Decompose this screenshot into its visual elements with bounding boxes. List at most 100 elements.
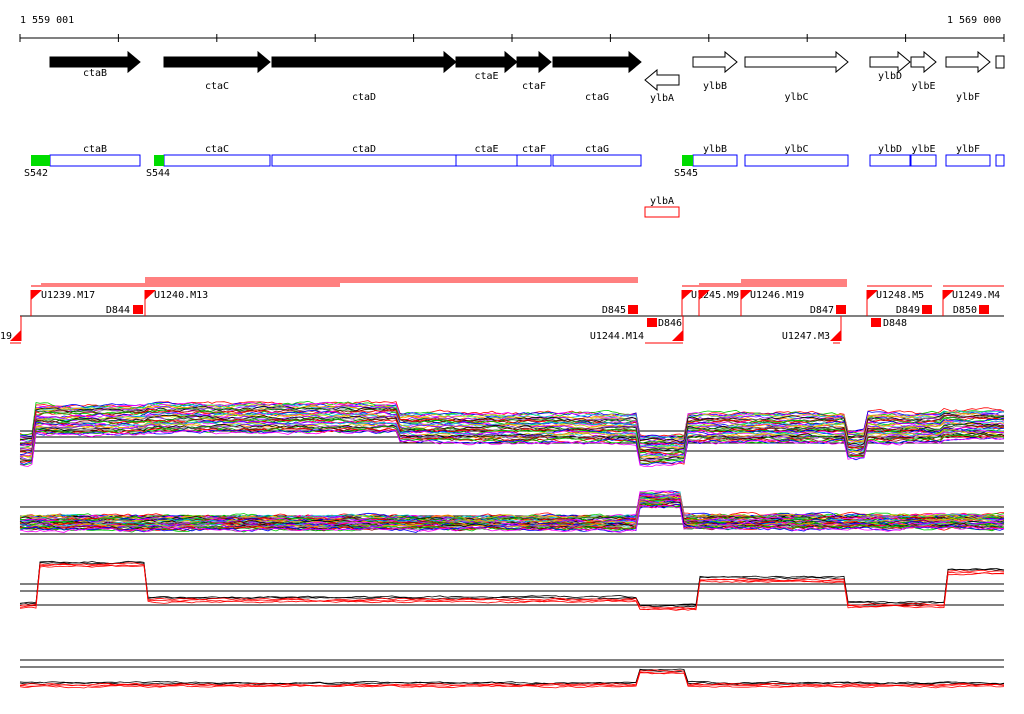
upshift-label: U1249.M4 [952,290,1000,301]
expression-profile-line [19,405,1005,443]
expression-profile-line [19,496,1005,524]
sigma-site-S545 [682,155,693,166]
upshift-marker [145,290,156,300]
expression-profile-line [19,423,1005,462]
operon-label-ylbE: ylbE [911,144,935,155]
expression-profile-line [19,668,1005,685]
expression-profile-line [19,504,1005,533]
gene-arrow-ylbE [910,50,937,74]
expression-profile-line [19,404,1005,442]
gene-label-ctaC: ctaC [205,81,229,92]
gene-track: ctaB ctaC ctaD ctaE ctaF ctaG ylbA ylbB ylbC ylbD… [49,50,1005,104]
upshift-label: U1248.M5 [876,290,924,301]
operon-label-ctaF: ctaF [522,144,546,155]
upshift-label: U1239.M17 [41,290,95,301]
expression-profile-line [19,412,1005,450]
expression-profile-line [19,561,1005,608]
operon-label-ylbB: ylbB [703,144,727,155]
expression-profile-line [19,407,1005,445]
downshift-label: D848 [883,318,907,329]
upshift-marker [699,290,710,300]
expression-profile-line [19,672,1005,689]
downshift-marker-D847 [836,305,846,314]
gene-arrow-ctaG [552,50,642,74]
operon-box-ylbE [910,154,937,167]
operon-box-ylbF [945,154,991,167]
upshift-marker [31,290,42,300]
gene-label-ylbD: ylbD [878,71,902,82]
operon-box-ctaC [163,154,271,167]
downshift-label: D845 [602,305,626,316]
downshift-label: D847 [810,305,834,316]
gene-arrow-ctaB [49,50,141,74]
operon-label-ctaD: ctaD [352,144,376,155]
upshift-label: U1240.M13 [154,290,208,301]
downshift-label: D849 [896,305,920,316]
gene-arrow-ctaF [516,50,552,74]
expression-profile-line [19,668,1005,686]
operon-box-partial [995,154,1005,167]
gene-label-ctaF: ctaF [522,81,546,92]
operon-label-ylbF: ylbF [956,144,980,155]
downshift-label: D844 [106,305,130,316]
downstream-marker [672,330,683,341]
gene-arrow-ctaD [271,50,457,74]
operon-label-ctaB: ctaB [83,144,107,155]
gene-arrow-ylbB [692,50,738,74]
expression-tracks [19,400,1005,689]
gene-label-ylbC: ylbC [784,92,808,103]
gene-label-ylbF: ylbF [956,92,980,103]
operon-label-ctaC: ctaC [205,144,229,155]
gene-arrow-ctaC [163,50,271,74]
downshift-label: D850 [953,305,977,316]
expression-profile-line [19,560,1005,607]
gene-arrow-partial [995,55,1005,69]
operon-track: ctaB ctaC ctaD ctaE ctaF ctaG ylbB ylbC ylbD ylbE… [24,144,1005,218]
expression-profile-line [19,425,1004,463]
expression-profile-line [19,562,1005,610]
expression-profile-line [19,403,1005,442]
expression-profile-line [19,421,1005,459]
expression-profile-line [19,503,1005,533]
downshift-marker-D849 [922,305,932,314]
ruler-end-label: 1 569 000 [947,15,1001,26]
expression-profile-line [19,503,1004,532]
gene-label-ctaB: ctaB [83,68,107,79]
operon-box-ctaD [271,154,457,167]
expression-profile-line [19,499,1005,527]
operon-box-ylbB [692,154,738,167]
gene-label-ylbE: ylbE [911,81,935,92]
downshift-label: D846 [658,318,682,329]
downshift-marker-D844 [133,305,143,314]
operon-box-ctaG [552,154,642,167]
sigma-label-S544: S544 [146,168,170,179]
operon-box-ctaF [516,154,552,167]
downstream-marker [10,330,21,341]
upshift-marker [943,290,954,300]
expression-profile-line [19,501,1005,530]
upshift-marker [682,290,693,300]
upshift-label: U1245.M9 [691,290,739,301]
operon-label-ctaG: ctaG [585,144,609,155]
gene-label-ylbB: ylbB [703,81,727,92]
ruler-ticks [19,34,1005,42]
upshift-marker [867,290,878,300]
operon-label-ylbD: ylbD [878,144,902,155]
lower-transcript-label: 19 [0,331,12,342]
expression-profile-line [19,408,1005,446]
sigma-label-S545: S545 [674,168,698,179]
sigma-site-S544 [154,155,164,166]
gene-arrow-ylbA [644,68,680,92]
expression-profile-line [19,420,1005,458]
lower-transcript-label: U1244.M14 [590,331,644,342]
sigma-label-S542: S542 [24,168,48,179]
downshift-marker-D848 [871,318,881,327]
expression-profile-line [19,429,1005,468]
downshift-marker-D845 [628,305,638,314]
operon-box-ylbD [869,154,911,167]
gene-arrow-ylbC [744,50,849,74]
expression-profile-line [19,401,1005,440]
operon-box-ylbC [744,154,849,167]
